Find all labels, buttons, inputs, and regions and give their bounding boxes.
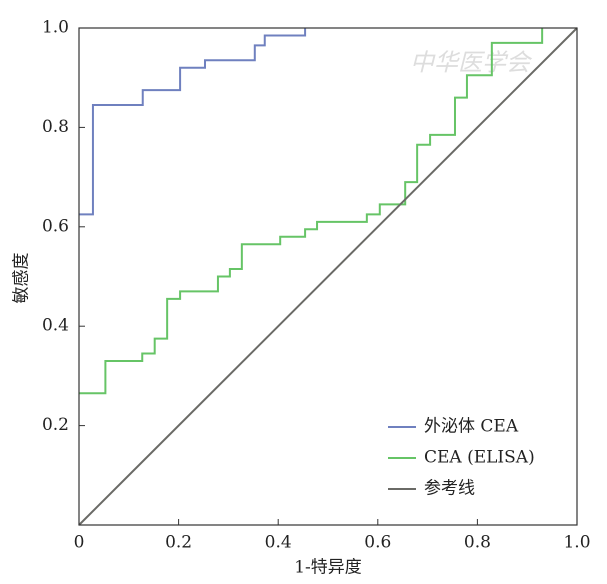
x-tick-label: 0.8 [464,533,491,553]
y-axis-label: 敏感度 [12,253,32,304]
x-tick-label: 0.2 [165,533,192,553]
y-tick-label: 0.6 [42,216,69,236]
x-axis-label: 1-特异度 [294,558,362,578]
legend-label: 外泌体 CEA [424,417,519,437]
legend-label: CEA (ELISA) [424,448,535,468]
x-tick-label: 1.0 [563,533,590,553]
y-tick-label: 0.4 [42,316,69,336]
y-tick-label: 0.2 [42,415,69,435]
x-tick-label: 0.6 [364,533,391,553]
x-tick-label: 0.4 [265,533,292,553]
x-tick-label: 0 [74,533,85,553]
y-tick-label: 0.8 [42,117,69,137]
plot-frame [78,27,578,526]
series-line [79,28,307,216]
series-line [79,28,544,395]
legend-label: 参考线 [424,479,475,499]
series-line [78,27,578,526]
watermark: 中华医学会 [410,49,533,77]
y-tick-label: 1.0 [42,18,69,38]
